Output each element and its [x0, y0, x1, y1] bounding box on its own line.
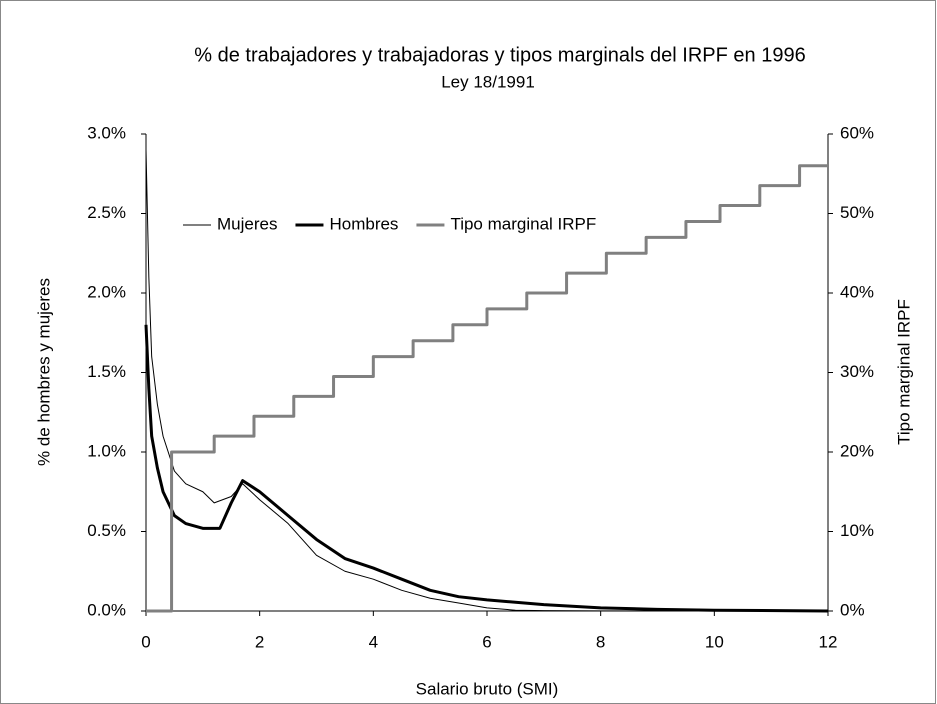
y-tick-label: 0.0%	[87, 600, 126, 619]
x-tick-label: 6	[482, 632, 491, 651]
x-tick-label: 4	[369, 632, 378, 651]
x-tick-label: 0	[141, 632, 150, 651]
legend-label: Tipo marginal IRPF	[450, 214, 596, 233]
y2-tick-label: 50%	[840, 203, 874, 222]
chart-subtitle: Ley 18/1991	[441, 72, 535, 91]
x-tick-label: 8	[596, 632, 605, 651]
x-tick-label: 12	[819, 632, 838, 651]
y-tick-label: 2.5%	[87, 203, 126, 222]
y2-axis-label: Tipo marginal IRPF	[894, 299, 913, 445]
y2-tick-label: 0%	[840, 600, 865, 619]
x-axis-label: Salario bruto (SMI)	[416, 679, 559, 698]
x-tick-label: 2	[255, 632, 264, 651]
y2-tick-label: 30%	[840, 362, 874, 381]
data-line	[144, 324, 829, 613]
y2-tick-label: 60%	[840, 123, 874, 142]
y-tick-label: 2.0%	[87, 282, 126, 301]
x-tick-label: 10	[705, 632, 724, 651]
y2-tick-label: 40%	[840, 282, 874, 301]
legend-label: Mujeres	[217, 214, 277, 233]
y2-tick-label: 20%	[840, 441, 874, 460]
data-line	[146, 164, 828, 613]
y-tick-label: 0.5%	[87, 521, 126, 540]
y-tick-label: 3.0%	[87, 123, 126, 142]
data-line	[145, 149, 828, 612]
legend-label: Hombres	[329, 214, 398, 233]
y-axis-label: % de hombres y mujeres	[34, 278, 53, 466]
y2-tick-label: 10%	[840, 521, 874, 540]
chart-title: % de trabajadores y trabajadoras y tipos…	[194, 44, 805, 66]
y-tick-label: 1.0%	[87, 441, 126, 460]
y-tick-label: 1.5%	[87, 362, 126, 381]
